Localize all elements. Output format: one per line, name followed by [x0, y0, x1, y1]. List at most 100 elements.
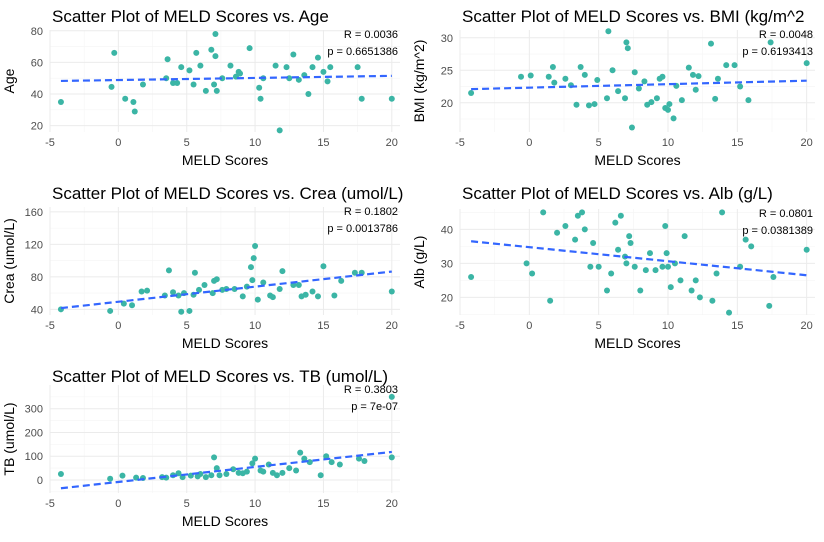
regression-line	[60, 270, 392, 310]
data-point	[748, 243, 755, 250]
p-value-label: p = 0.0013786	[327, 223, 398, 235]
p-value-label: p = 0.0381389	[742, 225, 813, 237]
x-tick-label: 5	[184, 137, 190, 149]
data-point	[178, 308, 185, 315]
data-point	[662, 222, 669, 229]
data-point	[653, 95, 660, 102]
data-point	[737, 83, 744, 90]
r-value-label: R = 0.3803	[344, 384, 398, 396]
data-point	[641, 78, 648, 85]
data-point	[523, 260, 530, 267]
data-point	[320, 263, 327, 270]
y-tick-label: 80	[31, 26, 43, 38]
p-value-label: p = 7e-07	[351, 401, 398, 413]
data-point	[646, 250, 653, 257]
data-point	[108, 83, 115, 90]
y-axis-title: Crea (umol/L)	[1, 218, 17, 304]
data-point	[144, 287, 151, 294]
data-point	[57, 471, 64, 478]
data-point	[260, 468, 267, 475]
data-point	[193, 49, 200, 56]
data-point	[302, 291, 309, 298]
data-point	[624, 45, 631, 52]
data-point	[208, 472, 215, 479]
data-point	[554, 229, 561, 236]
x-tick-label: -5	[45, 498, 55, 510]
y-tick-label: 80	[31, 272, 43, 284]
panel-age: -5 0 5 10 15 20 20 40 60 80 Scatter Plot of MELD S…	[1, 7, 400, 168]
data-point	[273, 472, 280, 479]
x-tick-label: -5	[455, 137, 465, 149]
x-tick-label: 10	[249, 498, 261, 510]
data-point	[695, 73, 702, 80]
data-point	[119, 472, 126, 479]
data-point	[648, 99, 655, 106]
panel-bmi: -5 0 5 10 15 20 20 25 30 Scatter Plot of MELD Sco…	[411, 7, 815, 168]
data-point	[213, 87, 220, 94]
data-point	[612, 219, 619, 226]
data-point	[57, 98, 64, 105]
x-axis-title: MELD Scores	[594, 335, 680, 351]
data-point	[547, 297, 554, 304]
data-point	[314, 293, 321, 300]
x-tick-label: 20	[386, 498, 398, 510]
data-point	[709, 297, 716, 304]
data-point	[130, 98, 137, 105]
x-tick-label: 20	[386, 137, 398, 149]
data-point	[212, 53, 219, 60]
data-point	[131, 108, 138, 115]
data-point	[623, 260, 630, 267]
data-point	[713, 270, 720, 277]
data-point	[351, 269, 358, 276]
x-tick-label: 15	[317, 498, 329, 510]
data-point	[637, 287, 644, 294]
data-point	[256, 84, 263, 91]
y-axis-title: BMI (kg/m^2)	[411, 40, 427, 123]
data-point	[201, 281, 208, 288]
data-point	[726, 309, 733, 316]
data-point	[309, 64, 316, 71]
y-tick-label: 200	[25, 427, 43, 439]
p-value-label: p = 0.6651386	[327, 46, 398, 58]
y-tick-label: 20	[441, 98, 453, 110]
data-point	[239, 293, 246, 300]
data-point	[731, 62, 738, 69]
data-point	[540, 209, 547, 216]
data-point	[677, 277, 684, 284]
data-point	[766, 302, 773, 309]
data-point	[197, 62, 204, 69]
data-point	[585, 102, 592, 109]
y-tick-label: 100	[25, 451, 43, 463]
data-point	[468, 273, 475, 280]
y-tick-label: 40	[441, 224, 453, 236]
x-tick-label: 20	[801, 320, 813, 332]
data-point	[317, 472, 324, 479]
x-tick-label: 0	[115, 137, 121, 149]
data-point	[293, 467, 300, 474]
x-tick-label: 15	[317, 137, 329, 149]
data-point	[254, 296, 261, 303]
data-point	[745, 97, 752, 104]
data-point	[107, 307, 114, 314]
data-point	[579, 209, 586, 216]
data-point	[138, 288, 145, 295]
data-point	[581, 226, 588, 233]
chart-title: Scatter Plot of MELD Scores vs. Alb (g/L…	[462, 184, 773, 203]
x-axis-title: MELD Scores	[182, 513, 268, 529]
data-point	[723, 62, 730, 69]
data-point	[605, 28, 612, 35]
data-point	[622, 95, 629, 102]
data-point	[301, 455, 308, 462]
data-point	[707, 40, 714, 47]
data-point	[642, 267, 649, 274]
x-axis-title: MELD Scores	[182, 335, 268, 351]
data-point	[688, 287, 695, 294]
data-point	[320, 68, 327, 75]
y-tick-label: 20	[31, 121, 43, 133]
data-point	[603, 287, 610, 294]
x-tick-label: 15	[731, 320, 743, 332]
data-point	[246, 45, 253, 52]
data-point	[719, 209, 726, 216]
x-tick-label: 5	[596, 137, 602, 149]
data-point	[338, 277, 345, 284]
